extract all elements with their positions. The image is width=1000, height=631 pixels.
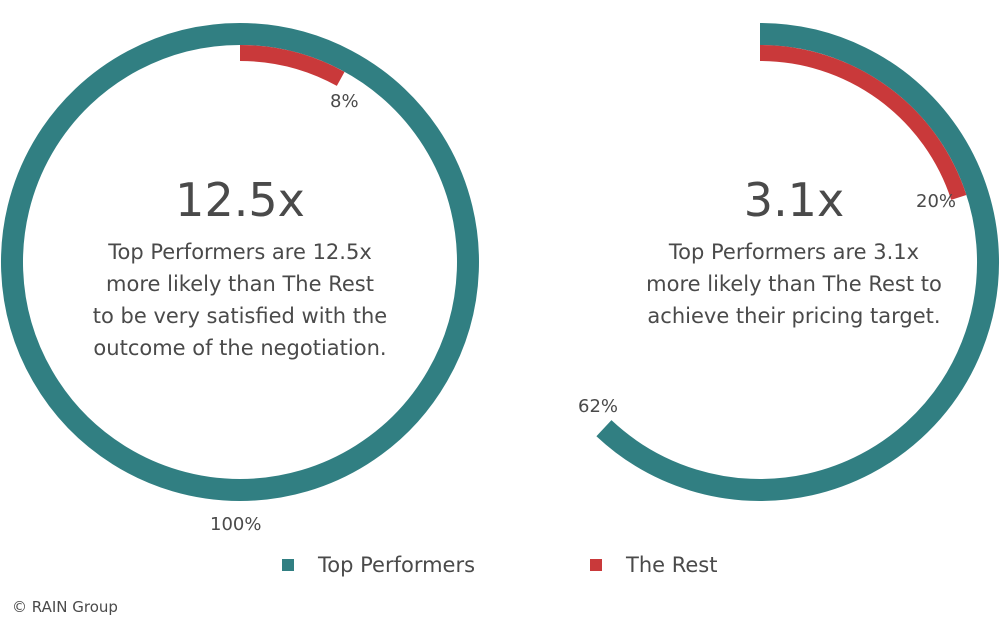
legend-item-the-rest: The Rest	[590, 553, 717, 577]
legend-item-top-performers: Top Performers	[282, 553, 475, 577]
chart-1-rest-label: 8%	[330, 91, 359, 112]
chart-2-desc-line: Top Performers are 3.1x	[668, 240, 920, 264]
chart-2-desc-line: achieve their pricing target.	[647, 304, 941, 328]
chart-2-center: 3.1x Top Performers are 3.1x more likely…	[594, 172, 994, 332]
chart-1-the-rest-arc	[239, 45, 345, 86]
legend-swatch-top-performers	[282, 559, 294, 571]
chart-2-description: Top Performers are 3.1x more likely than…	[594, 236, 994, 332]
chart-2-top-performers-arc	[596, 23, 999, 501]
copyright-credit: © RAIN Group	[12, 598, 118, 616]
chart-2-top-label: 62%	[578, 396, 619, 417]
chart-1-top-performers-arc	[1, 23, 479, 501]
chart-1-desc-line: outcome of the negotiation.	[93, 336, 387, 360]
chart-2-the-rest-arc	[759, 45, 967, 200]
chart-1-description: Top Performers are 12.5x more likely tha…	[40, 236, 440, 364]
chart-1-top-label: 100%	[210, 514, 262, 535]
legend-swatch-the-rest	[590, 559, 602, 571]
chart-1-desc-line: more likely than The Rest	[106, 272, 374, 296]
legend-label: The Rest	[626, 553, 718, 577]
chart-1-desc-line: to be very satisfied with the	[92, 304, 388, 328]
chart-1-center: 12.5x Top Performers are 12.5x more like…	[40, 172, 440, 364]
chart-1-multiplier: 12.5x	[175, 173, 305, 227]
chart-2-desc-line: more likely than The Rest to	[646, 272, 942, 296]
chart-2-multiplier: 3.1x	[743, 173, 845, 227]
chart-1-desc-line: Top Performers are 12.5x	[108, 240, 372, 264]
chart-2-rest-label: 20%	[916, 191, 957, 212]
legend-label: Top Performers	[318, 553, 476, 577]
